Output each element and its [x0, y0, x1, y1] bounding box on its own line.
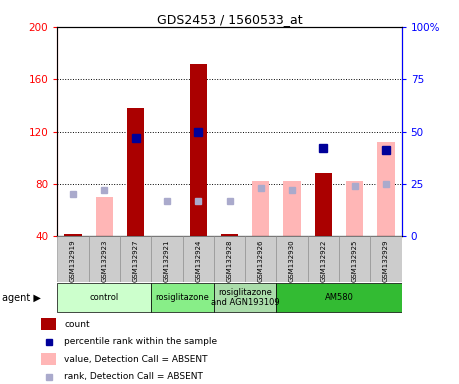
Text: GSM132919: GSM132919 [70, 239, 76, 282]
Text: count: count [64, 320, 90, 329]
Bar [252, 181, 269, 236]
Bar [276, 283, 402, 312]
Bar [64, 233, 82, 236]
Bar [377, 142, 395, 236]
Bar [370, 236, 402, 282]
Text: GSM132926: GSM132926 [258, 239, 264, 282]
Bar [183, 236, 214, 282]
Bar [127, 108, 144, 236]
Text: rank, Detection Call = ABSENT: rank, Detection Call = ABSENT [64, 372, 203, 381]
Text: GSM132922: GSM132922 [320, 239, 326, 282]
Text: control: control [90, 293, 119, 302]
Bar [41, 353, 56, 365]
Text: GSM132928: GSM132928 [226, 239, 233, 282]
Bar [151, 236, 183, 282]
Bar [346, 181, 363, 236]
Bar [151, 283, 214, 312]
Text: AM580: AM580 [325, 293, 353, 302]
Text: rosiglitazone: rosiglitazone [156, 293, 209, 302]
Bar [214, 283, 276, 312]
Bar [64, 233, 82, 236]
Bar [57, 236, 89, 282]
Bar [221, 233, 238, 236]
Bar [221, 233, 238, 236]
Bar [120, 236, 151, 282]
Text: GSM132927: GSM132927 [133, 239, 139, 282]
Bar [315, 174, 332, 236]
Bar [245, 236, 276, 282]
Bar [41, 318, 56, 330]
Bar [284, 181, 301, 236]
Text: GSM132921: GSM132921 [164, 239, 170, 282]
Text: rosiglitazone
and AGN193109: rosiglitazone and AGN193109 [211, 288, 280, 307]
Text: GSM132930: GSM132930 [289, 239, 295, 282]
Bar [96, 197, 113, 236]
Bar [89, 236, 120, 282]
Text: GSM132929: GSM132929 [383, 239, 389, 282]
Text: value, Detection Call = ABSENT: value, Detection Call = ABSENT [64, 355, 207, 364]
Text: percentile rank within the sample: percentile rank within the sample [64, 337, 217, 346]
Bar [57, 283, 151, 312]
Text: GSM132923: GSM132923 [101, 239, 107, 282]
Bar [276, 236, 308, 282]
Text: agent ▶: agent ▶ [2, 293, 41, 303]
Bar [339, 236, 370, 282]
Bar [308, 236, 339, 282]
Bar [214, 236, 245, 282]
Text: GSM132925: GSM132925 [352, 239, 358, 282]
Bar [190, 63, 207, 236]
Text: GSM132924: GSM132924 [195, 239, 201, 282]
Title: GDS2453 / 1560533_at: GDS2453 / 1560533_at [157, 13, 302, 26]
